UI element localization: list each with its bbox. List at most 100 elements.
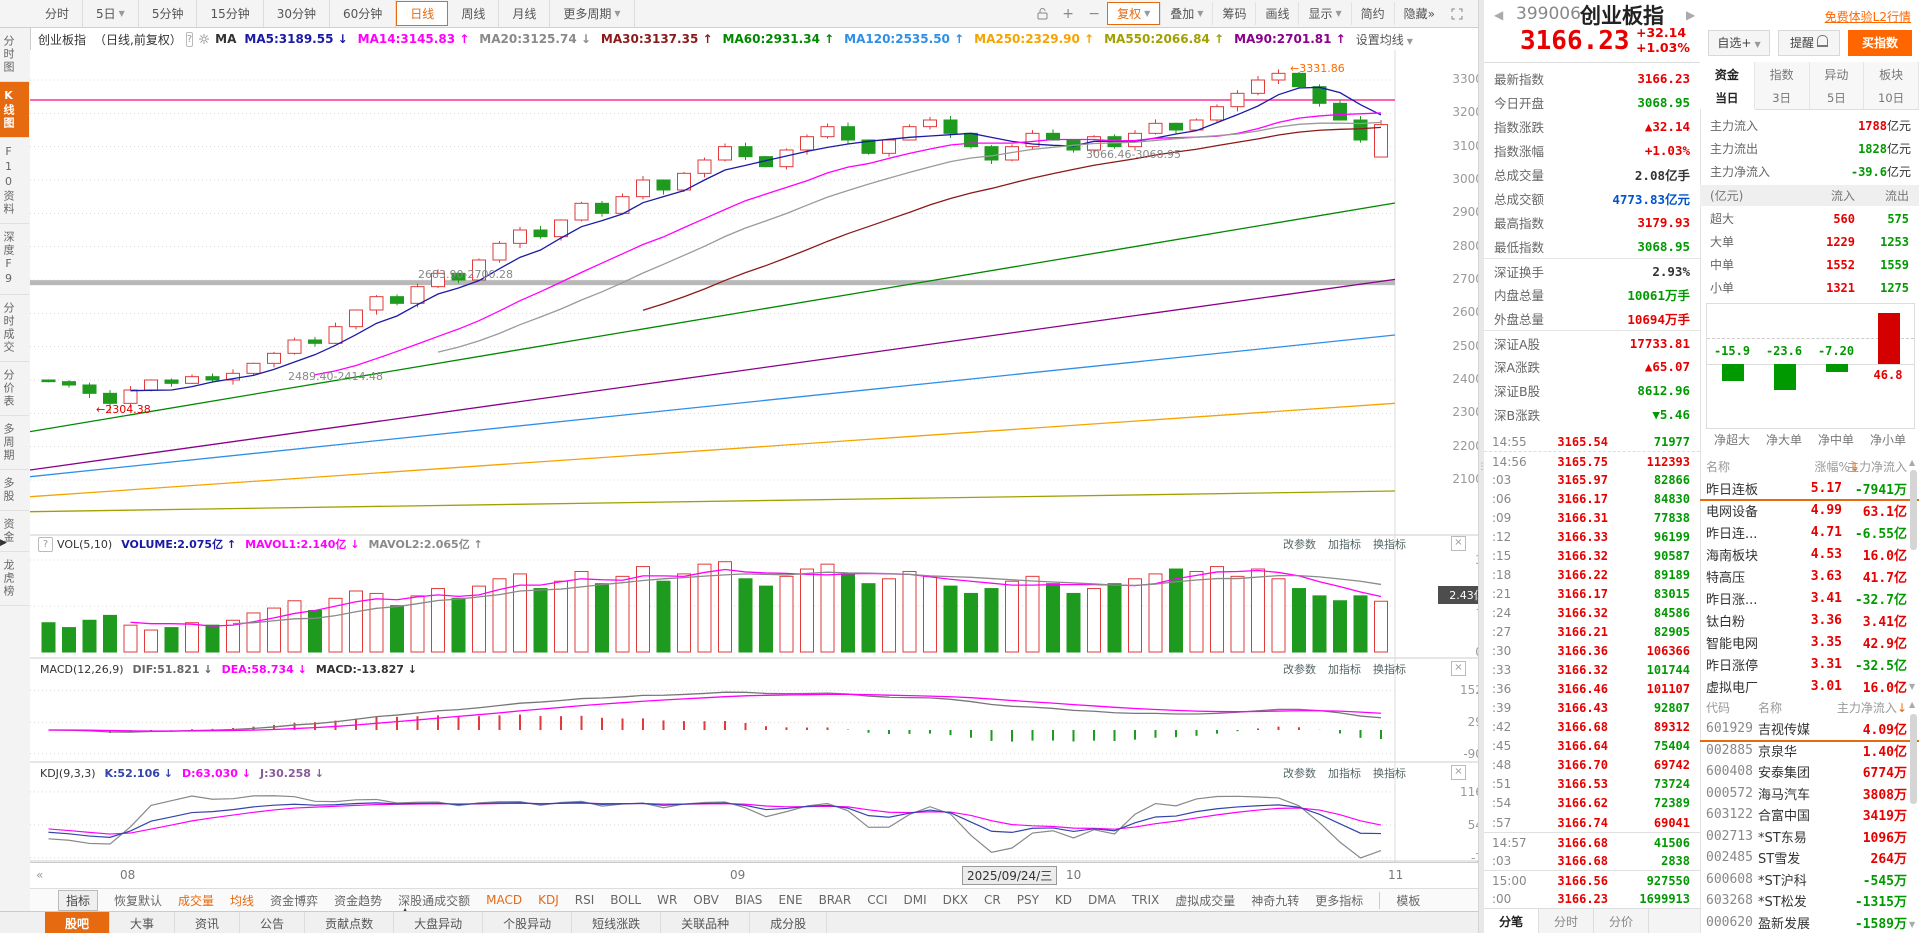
stock-row[interactable]: 002885 京泉华 1.40亿 (1700, 740, 1919, 762)
sector-row[interactable]: 昨日连板 5.17 -7941万 (1700, 477, 1919, 501)
tick-tab[interactable]: 分笔 (1484, 909, 1539, 933)
sidebar-item[interactable]: 龙虎榜 (0, 552, 29, 606)
sector-row[interactable]: 特高压 3.63 41.7亿 (1700, 565, 1919, 587)
stock-row[interactable]: 600408 安泰集团 6774万 (1700, 761, 1919, 783)
stock-row[interactable]: 603122 合富中国 3419万 (1700, 804, 1919, 826)
scroll-left-icon[interactable]: « (36, 868, 44, 882)
period-tab[interactable]: 周线 (448, 0, 500, 27)
indicator-tab[interactable]: 均线 (230, 893, 255, 908)
indicator-tab[interactable]: DMA (1088, 893, 1116, 907)
indicator-tool-link[interactable]: 改参数 (1283, 538, 1316, 551)
zoom-out-icon[interactable]: − (1088, 5, 1100, 22)
prev-instrument-icon[interactable]: ◀ (1494, 8, 1504, 22)
fund-day-tab[interactable]: 当日 (1700, 87, 1755, 109)
scroll-up-icon[interactable]: ▲ (1909, 458, 1916, 467)
bottom-nav-item[interactable]: 大盘异动 (394, 912, 484, 933)
fund-day-tab[interactable]: 10日 (1864, 87, 1919, 110)
vol-close-icon[interactable]: × (1451, 536, 1466, 551)
indicator-tab[interactable]: BIAS (734, 893, 763, 907)
tool-button[interactable]: 隐藏» (1393, 2, 1444, 25)
stock-row[interactable]: 000620 盈新发展 -1589万 (1700, 912, 1919, 933)
indicator-tool-link[interactable]: 改参数 (1283, 767, 1316, 780)
period-tab[interactable]: 日线 (396, 1, 449, 26)
fullscreen-icon[interactable] (1447, 5, 1467, 23)
sidebar-item[interactable]: 分价表 (0, 362, 29, 416)
ma-settings-button[interactable]: 设置均线 ▼ (1355, 32, 1413, 47)
stock-row[interactable]: 601929 吉视传媒 4.09亿 (1700, 718, 1919, 742)
indicator-tab[interactable]: 深股通成交额 (398, 893, 471, 908)
indicator-tab[interactable]: CCI (867, 893, 888, 907)
help-icon[interactable]: ? (185, 31, 194, 47)
indicator-tab[interactable]: DMI (903, 893, 927, 907)
period-tab[interactable]: 15分钟 (197, 0, 264, 27)
stock-row[interactable]: 603268 *ST松发 -1315万 (1700, 890, 1919, 912)
indicator-tool-link[interactable]: 加指标 (1328, 663, 1361, 676)
sidebar-item[interactable]: F10资料 (0, 138, 29, 224)
bottom-nav-item[interactable]: 个股异动 (483, 912, 573, 933)
indicator-tab[interactable]: 成交量 (178, 893, 215, 908)
scrollbar-thumb[interactable] (1910, 470, 1917, 550)
l2-promo-link[interactable]: 免费体验L2行情 (1824, 10, 1911, 24)
bottom-nav-item[interactable]: 股吧 (45, 912, 111, 933)
stock-row[interactable]: 002485 ST雪发 264万 (1700, 847, 1919, 869)
sidebar-item[interactable]: K线图 (0, 82, 29, 138)
indicator-tab[interactable]: 更多指标 (1315, 893, 1364, 908)
chart-area[interactable]: ? VOL(5,10) VOLUME:2.075亿 ↑ MAVOL1:2.140… (29, 50, 1502, 865)
indicator-tool-link[interactable]: 改参数 (1283, 663, 1316, 676)
fund-day-tab[interactable]: 5日 (1809, 87, 1865, 110)
sector-row[interactable]: 智能电网 3.35 42.9亿 (1700, 631, 1919, 653)
period-tab[interactable]: 月线 (499, 0, 551, 27)
sidebar-item[interactable]: 多周期 (0, 416, 29, 470)
period-tab[interactable]: 5日 ▼ (83, 0, 139, 27)
tick-tab[interactable]: 分时 (1539, 909, 1594, 933)
indicator-tab[interactable]: CR (984, 893, 1001, 907)
indicator-tool-link[interactable]: 加指标 (1328, 538, 1361, 551)
indicator-tab[interactable]: OBV (693, 893, 719, 907)
period-tab[interactable]: 30分钟 (264, 0, 331, 27)
indicator-tab[interactable]: 资金趋势 (334, 893, 383, 908)
indicator-tab[interactable]: DKX (942, 893, 968, 907)
stock-row[interactable]: 600608 *ST沪科 -545万 (1700, 869, 1919, 891)
indicator-tab[interactable]: PSY (1016, 893, 1039, 907)
fund-tab[interactable]: 板块 (1864, 62, 1919, 88)
stock-sort-flow[interactable]: 主力净流入↓ (1836, 700, 1907, 715)
fund-tab[interactable]: 指数 (1754, 62, 1810, 88)
bottom-nav-item[interactable]: 短线涨跌 (572, 912, 662, 933)
indicator-tab[interactable]: BOLL (610, 893, 642, 907)
macd-close-icon[interactable]: × (1451, 661, 1466, 676)
tool-button[interactable]: 简约 (1350, 2, 1394, 25)
indicator-tab[interactable]: RSI (574, 893, 595, 907)
bottom-nav-item[interactable]: 公告 (240, 912, 306, 933)
sidebar-item[interactable]: 分时图 (0, 28, 29, 82)
indicator-tab[interactable]: BRAR (818, 893, 852, 907)
tool-button[interactable]: 显示 ▼ (1298, 2, 1350, 25)
sidebar-collapse-arrow[interactable]: ▶ (0, 538, 7, 548)
sector-row[interactable]: 昨日连... 4.71 -6.55亿 (1700, 521, 1919, 543)
stock-row[interactable]: 002713 *ST东易 1096万 (1700, 826, 1919, 848)
tool-button[interactable]: 画线 (1255, 2, 1298, 25)
bottom-nav-item[interactable]: 成分股 (750, 912, 828, 933)
sector-row[interactable]: 昨日涨... 3.41 -32.7亿 (1700, 587, 1919, 609)
bottom-nav-item[interactable]: 资讯 (175, 912, 241, 933)
tick-tab[interactable]: 分价 (1594, 909, 1649, 933)
indicator-tab[interactable]: 指标 (58, 889, 99, 911)
next-instrument-icon[interactable]: ▶ (1686, 8, 1696, 22)
sidebar-item[interactable]: 分时成交 (0, 295, 29, 362)
tool-button[interactable]: 叠加 ▼ (1160, 2, 1212, 25)
sidebar-item[interactable]: 资金 (0, 511, 29, 552)
alert-button[interactable]: 提醒 (1778, 30, 1840, 56)
lock-icon[interactable] (1032, 5, 1052, 23)
kdj-close-icon[interactable]: × (1451, 765, 1466, 780)
bottom-nav-item[interactable]: 关联品种 (661, 912, 751, 933)
scrollbar-thumb[interactable] (1910, 714, 1917, 804)
indicator-tab[interactable]: 神奇九转 (1251, 893, 1300, 908)
indicator-tool-link[interactable]: 换指标 (1373, 663, 1406, 676)
indicator-tab[interactable]: KDJ (538, 893, 559, 907)
stock-row[interactable]: 000572 海马汽车 3808万 (1700, 783, 1919, 805)
tool-button[interactable]: 复权 ▼ (1107, 2, 1161, 25)
indicator-tab[interactable]: KD (1054, 893, 1073, 907)
indicator-tool-link[interactable]: 换指标 (1373, 767, 1406, 780)
sidebar-item[interactable]: 多股 (0, 470, 29, 511)
scroll-down-icon[interactable]: ▼ (1909, 920, 1916, 929)
period-tab[interactable]: 5分钟 (139, 0, 198, 27)
